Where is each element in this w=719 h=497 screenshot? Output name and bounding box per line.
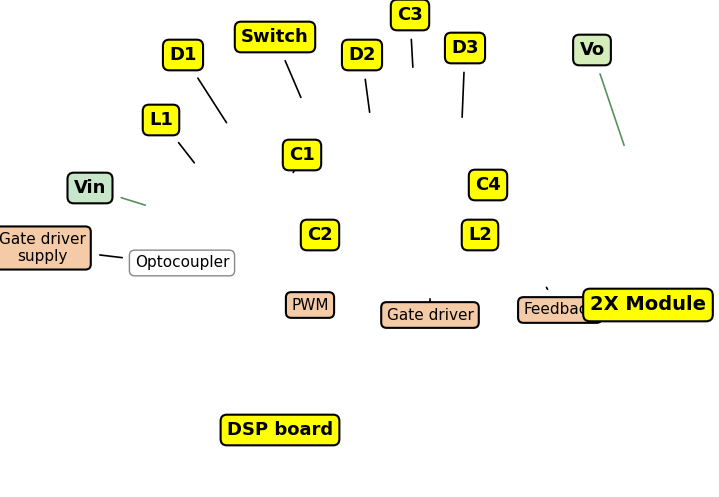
- Text: D1: D1: [169, 46, 226, 123]
- Text: DSP board: DSP board: [227, 415, 333, 439]
- Text: Optocoupler: Optocoupler: [134, 255, 229, 270]
- Text: PWM: PWM: [291, 298, 329, 313]
- Text: Vin: Vin: [74, 179, 145, 205]
- Text: C3: C3: [397, 6, 423, 67]
- Text: C1: C1: [289, 146, 315, 172]
- Text: C2: C2: [307, 226, 333, 244]
- Text: Gate driver
supply: Gate driver supply: [0, 232, 122, 264]
- Text: Vo: Vo: [580, 41, 624, 145]
- Text: L1: L1: [149, 111, 194, 163]
- Text: 2X Module: 2X Module: [590, 290, 706, 315]
- Text: Feedback: Feedback: [523, 287, 597, 318]
- Text: L2: L2: [468, 226, 492, 244]
- Text: C4: C4: [474, 176, 501, 194]
- Text: Gate driver: Gate driver: [387, 299, 473, 323]
- Text: D2: D2: [348, 46, 376, 112]
- Text: D3: D3: [452, 39, 479, 117]
- Text: Switch: Switch: [241, 28, 309, 97]
